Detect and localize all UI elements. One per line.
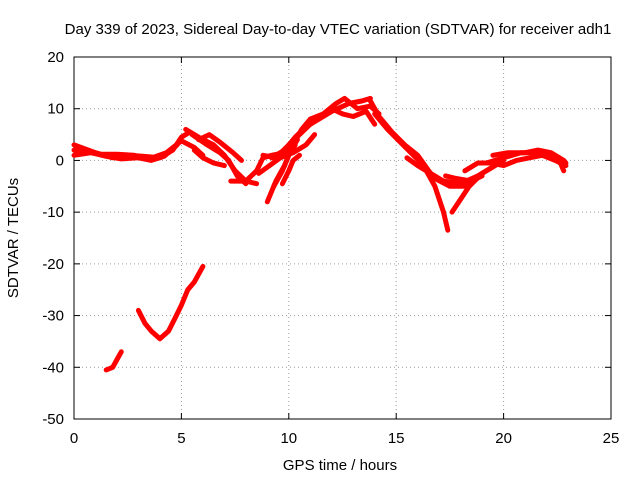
series-line-track-21 bbox=[490, 147, 569, 166]
series-line-track-8 bbox=[228, 95, 382, 184]
x-tick-label: 20 bbox=[495, 430, 512, 447]
series-line-track-24 bbox=[135, 263, 206, 342]
x-tick-label: 10 bbox=[280, 430, 297, 447]
plot-frame bbox=[73, 56, 612, 420]
series-line-track-10 bbox=[269, 95, 373, 161]
y-tick-label: -10 bbox=[42, 204, 64, 221]
axis-ticks: 0 5 10 15 20 25 -50 -40 -30 -20 -10 0 10 20 bbox=[42, 49, 619, 447]
series-line-track-12 bbox=[271, 142, 298, 189]
y-tick-label: -30 bbox=[42, 308, 64, 325]
x-tick-label: 5 bbox=[177, 430, 185, 447]
x-tick-label: 15 bbox=[388, 430, 405, 447]
series-line-track-17 bbox=[404, 155, 451, 233]
series-line-track-23 bbox=[103, 349, 124, 373]
y-tick-label: 0 bbox=[56, 152, 64, 169]
y-tick-label: 10 bbox=[47, 101, 64, 118]
x-axis-label: GPS time / hours bbox=[283, 457, 397, 474]
series-line-track-13 bbox=[279, 152, 302, 187]
x-tick-label: 25 bbox=[603, 430, 620, 447]
y-tick-label: -50 bbox=[42, 411, 64, 428]
chart-title: Day 339 of 2023, Sidereal Day-to-day VTE… bbox=[65, 21, 612, 38]
y-tick-label: -20 bbox=[42, 256, 64, 273]
series-line-track-6 bbox=[191, 147, 227, 169]
y-tick-label: 20 bbox=[47, 49, 64, 66]
series-line-track-22 bbox=[483, 150, 567, 174]
x-tick-label: 0 bbox=[70, 430, 78, 447]
series-line-track-14 bbox=[256, 132, 318, 176]
y-axis-label: SDTVAR / TECUs bbox=[5, 178, 22, 298]
series-line-track-5 bbox=[189, 132, 249, 187]
series-line-track-19 bbox=[449, 170, 485, 215]
series-line-track-3 bbox=[71, 138, 206, 162]
y-tick-label: -40 bbox=[42, 359, 64, 376]
data-series bbox=[71, 95, 569, 373]
series-line-track-7 bbox=[196, 132, 244, 163]
